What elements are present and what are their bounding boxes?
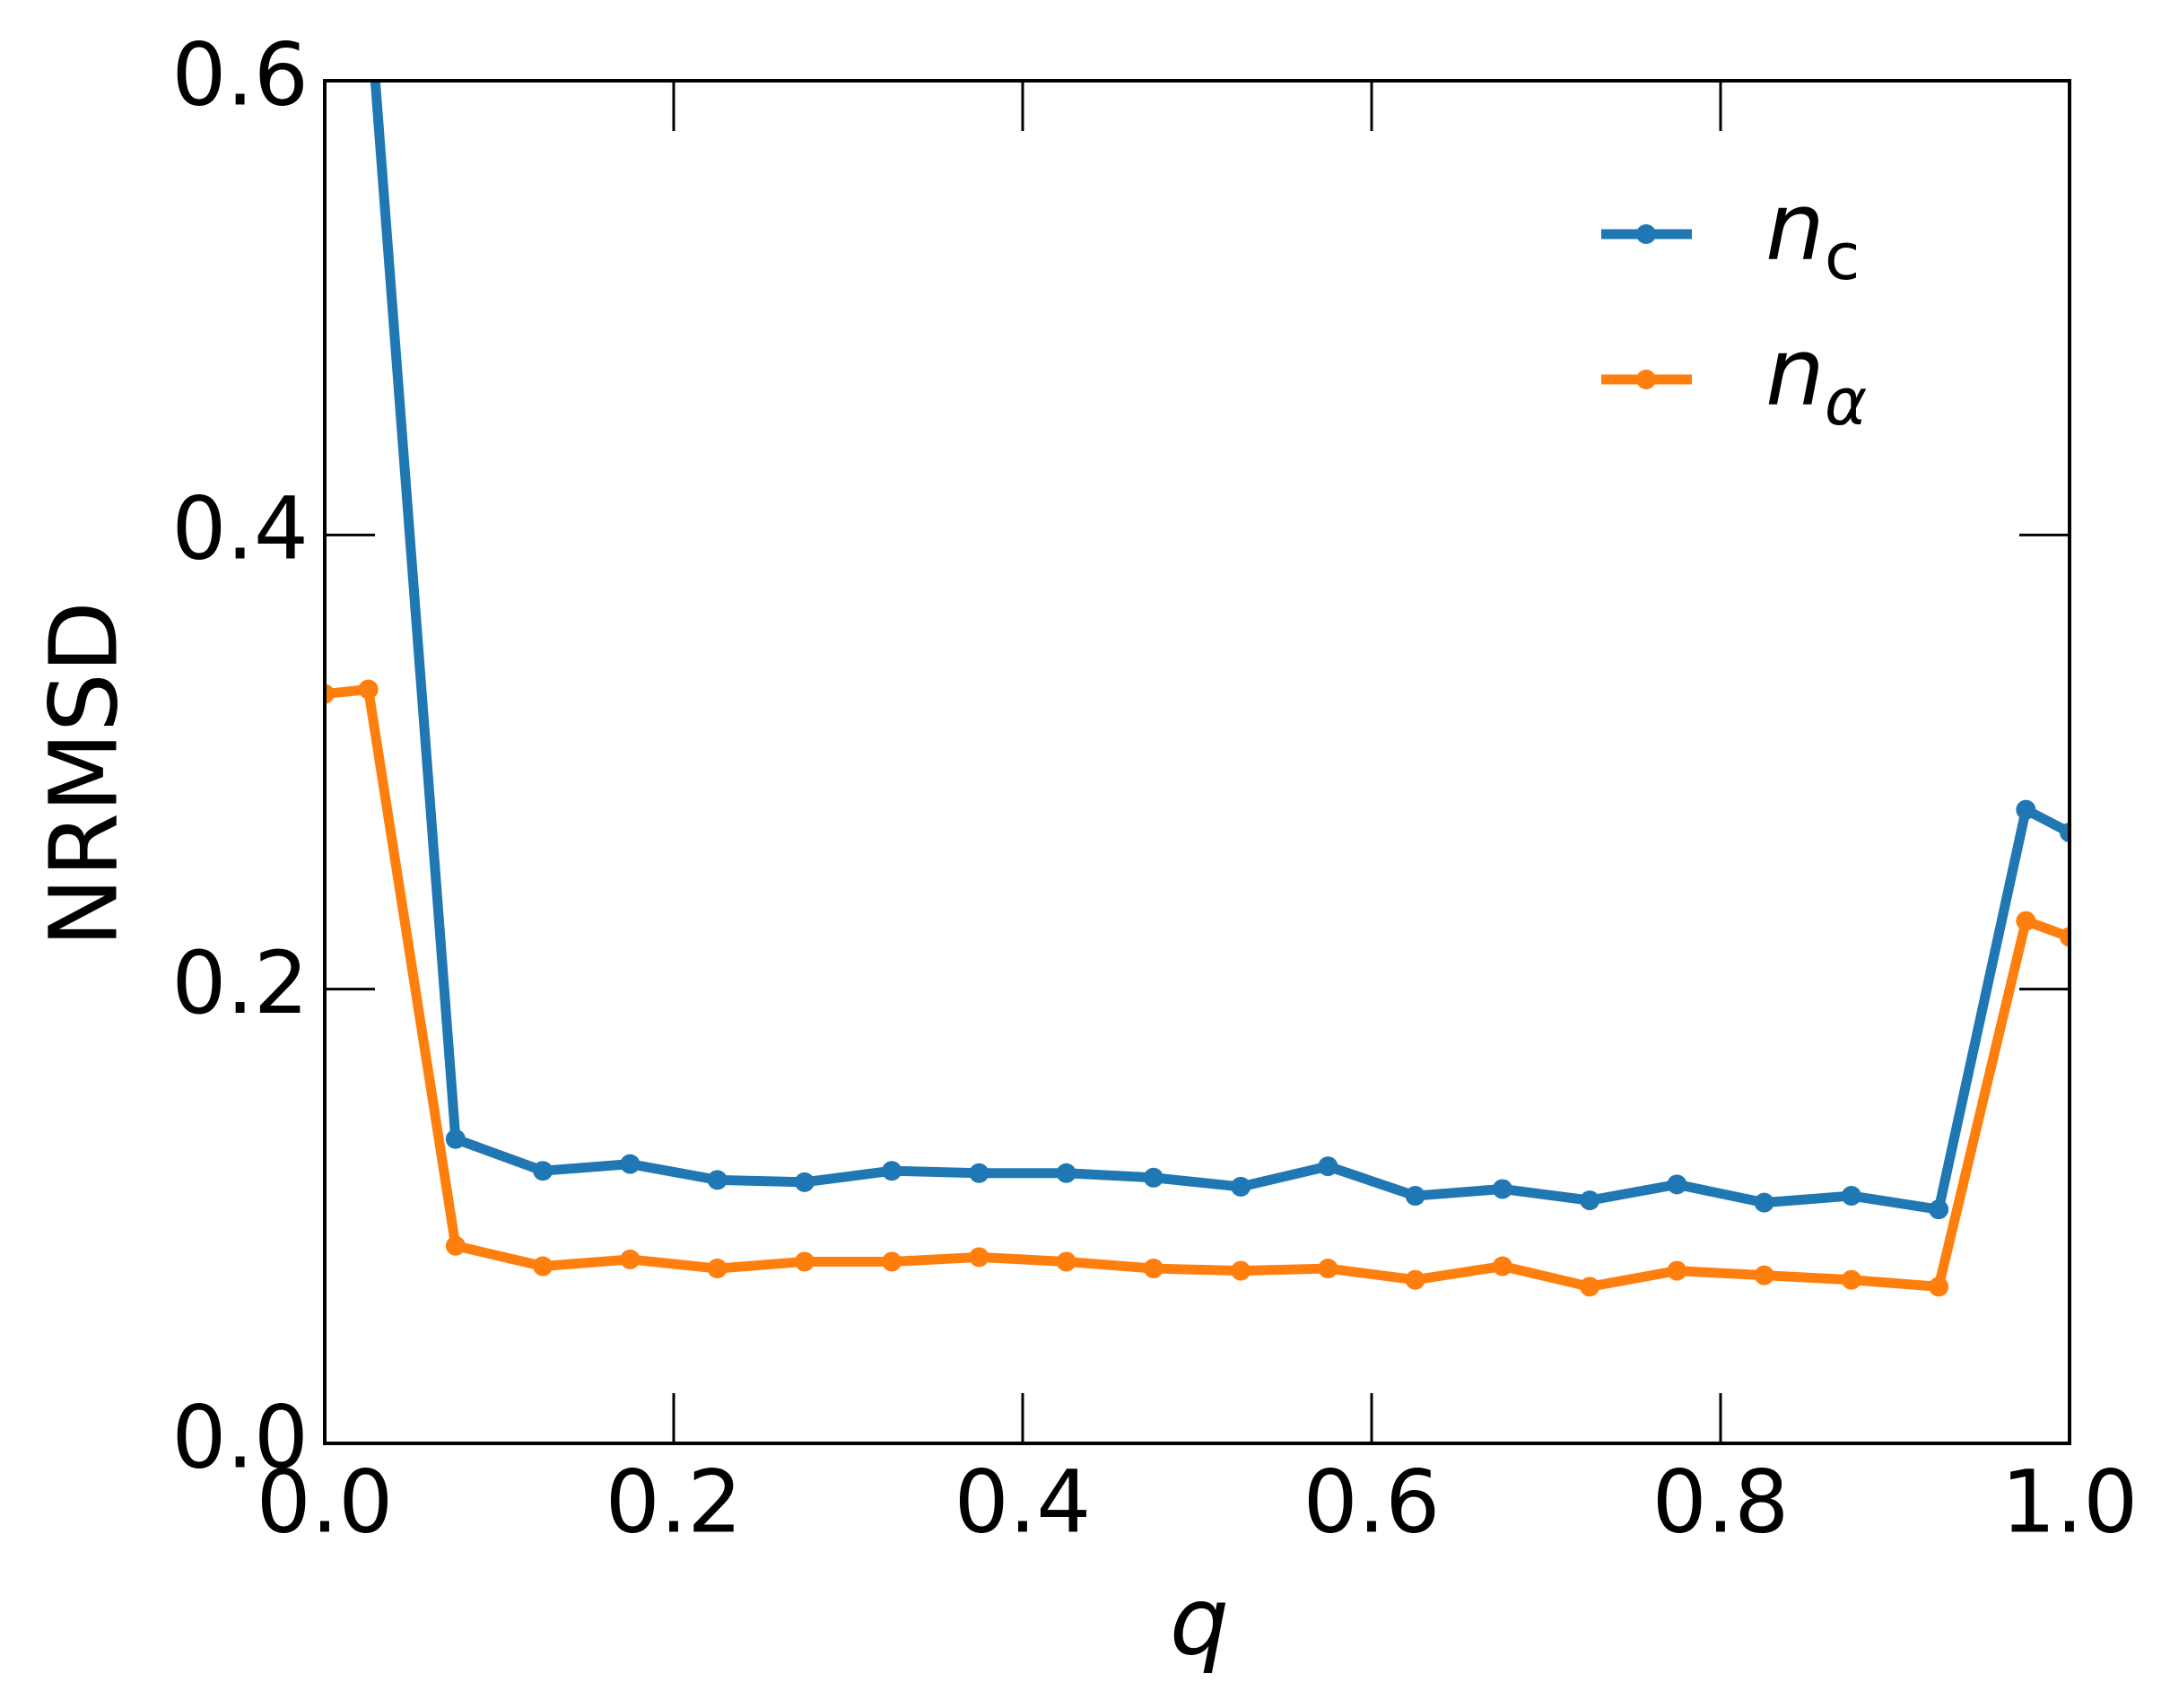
data-point bbox=[1580, 1190, 1600, 1211]
plot-frame bbox=[323, 79, 2071, 1445]
data-point bbox=[969, 1247, 989, 1268]
data-point bbox=[1318, 1259, 1338, 1279]
data-point bbox=[1318, 1156, 1338, 1177]
data-point bbox=[1405, 1186, 1425, 1207]
plot-area bbox=[325, 81, 2070, 1297]
data-point bbox=[794, 1251, 815, 1272]
y-axis-label: NRMSD bbox=[29, 601, 138, 947]
y-tick-label: 0.4 bbox=[171, 479, 309, 580]
x-tick-label: 0.8 bbox=[1652, 1451, 1790, 1552]
data-point bbox=[620, 1154, 641, 1174]
legend-label: nc bbox=[1765, 172, 1861, 293]
data-point bbox=[1841, 1269, 1861, 1290]
data-point bbox=[1754, 1192, 1774, 1213]
data-point bbox=[1492, 1256, 1512, 1277]
data-point bbox=[882, 1161, 902, 1181]
data-point bbox=[533, 1256, 553, 1277]
data-point bbox=[1231, 1176, 1251, 1197]
data-point bbox=[1492, 1179, 1512, 1199]
data-point bbox=[325, 684, 335, 704]
data-point bbox=[358, 679, 379, 700]
data-point bbox=[1231, 1260, 1251, 1281]
data-point bbox=[1580, 1277, 1600, 1297]
data-point bbox=[533, 1161, 553, 1181]
data-point bbox=[707, 1259, 728, 1279]
data-point bbox=[1405, 1269, 1425, 1290]
data-point bbox=[445, 1128, 466, 1149]
legend-marker bbox=[1636, 224, 1656, 244]
legend-label: nα bbox=[1765, 318, 1867, 439]
data-point bbox=[2060, 927, 2070, 947]
data-point bbox=[1667, 1174, 1687, 1195]
y-tick-label: 0.2 bbox=[171, 933, 309, 1033]
data-point bbox=[707, 1170, 728, 1190]
data-point bbox=[1754, 1265, 1774, 1285]
legend-subscript: α bbox=[1825, 364, 1867, 440]
x-tick-label: 0.2 bbox=[606, 1451, 743, 1552]
y-tick-label: 0.0 bbox=[171, 1387, 309, 1487]
x-axis-label: q bbox=[1170, 1566, 1229, 1676]
data-point bbox=[969, 1163, 989, 1183]
x-tick-label: 1.0 bbox=[2001, 1451, 2139, 1552]
data-point bbox=[2016, 911, 2036, 931]
series-line bbox=[325, 684, 2070, 1292]
data-point bbox=[1056, 1251, 1076, 1272]
data-point bbox=[1143, 1167, 1163, 1188]
data-point bbox=[882, 1251, 902, 1272]
data-point bbox=[1929, 1277, 1949, 1297]
data-point bbox=[794, 1172, 815, 1192]
x-tick-label: 0.4 bbox=[954, 1451, 1092, 1552]
data-point bbox=[1929, 1199, 1949, 1220]
data-point bbox=[445, 1235, 466, 1256]
x-tick-label: 0.0 bbox=[257, 1451, 394, 1552]
x-tick-label: 0.6 bbox=[1303, 1451, 1441, 1552]
data-point bbox=[2016, 799, 2036, 820]
data-point bbox=[1667, 1260, 1687, 1281]
legend-name: n bbox=[1765, 318, 1825, 427]
data-point bbox=[2060, 822, 2070, 842]
y-tick-label: 0.6 bbox=[171, 24, 309, 125]
legend-name: n bbox=[1765, 172, 1825, 282]
data-point bbox=[620, 1249, 641, 1269]
data-point bbox=[1143, 1259, 1163, 1279]
legend-subscript: c bbox=[1825, 219, 1861, 294]
data-point bbox=[1056, 1163, 1076, 1183]
legend-marker bbox=[1636, 370, 1656, 389]
data-point bbox=[1841, 1186, 1861, 1207]
